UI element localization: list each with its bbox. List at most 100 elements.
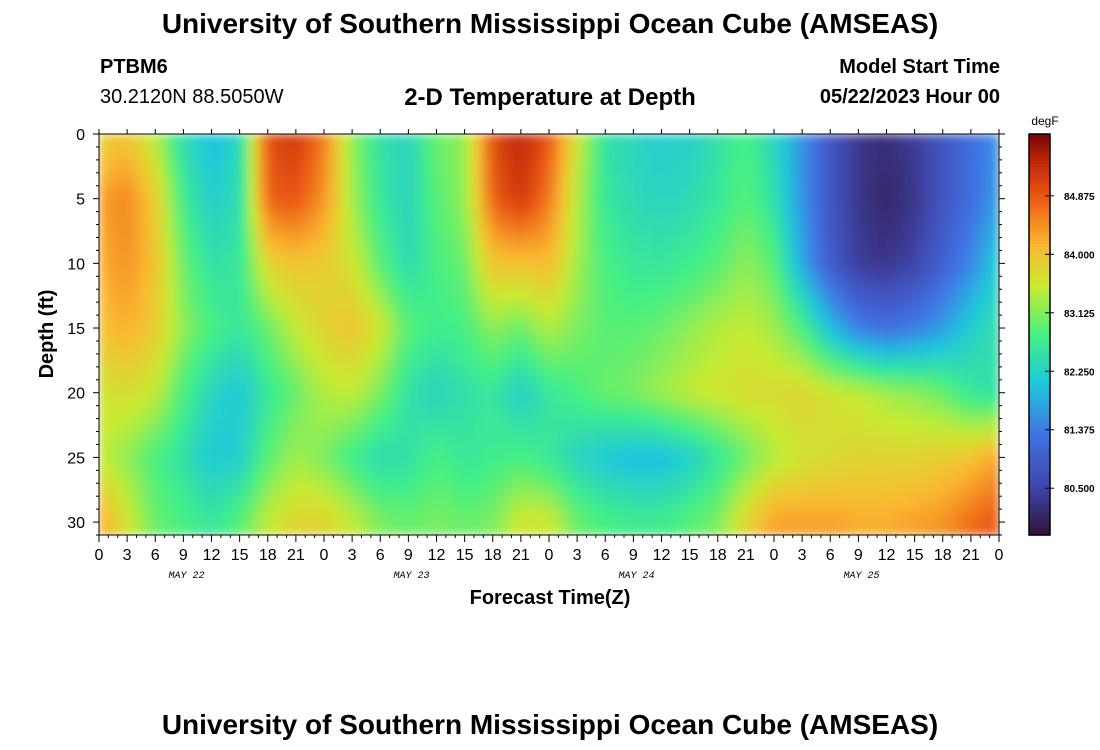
heatmap-cell bbox=[520, 470, 531, 484]
heatmap-cell bbox=[895, 250, 906, 264]
heatmap-cell bbox=[895, 237, 906, 252]
heatmap-cell bbox=[183, 146, 194, 161]
heatmap-cell bbox=[699, 211, 709, 226]
colorbar-segment bbox=[1029, 511, 1050, 516]
heatmap-cell bbox=[802, 289, 813, 303]
heatmap-cell bbox=[455, 315, 466, 329]
heatmap-cell bbox=[924, 522, 934, 535]
heatmap-cell bbox=[286, 302, 297, 316]
heatmap-cell bbox=[267, 509, 278, 523]
heatmap-cell bbox=[324, 522, 334, 535]
heatmap-cell bbox=[277, 444, 288, 458]
heatmap-cell bbox=[652, 340, 663, 355]
heatmap-cell bbox=[314, 405, 325, 420]
heatmap-cell bbox=[755, 172, 766, 187]
heatmap-cell bbox=[914, 237, 925, 252]
colorbar-segment bbox=[1029, 287, 1050, 292]
heatmap-cell bbox=[295, 185, 306, 200]
heatmap-cell bbox=[895, 276, 906, 290]
heatmap-cell bbox=[980, 470, 991, 484]
heatmap-cell bbox=[492, 134, 503, 148]
heatmap-cell bbox=[230, 185, 241, 200]
heatmap-cell bbox=[380, 146, 391, 161]
heatmap-cell bbox=[267, 522, 278, 535]
heatmap-cell bbox=[539, 211, 550, 226]
heatmap-cell bbox=[745, 418, 756, 433]
heatmap-cell bbox=[849, 431, 859, 446]
heatmap-cell bbox=[680, 328, 691, 342]
heatmap-cell bbox=[164, 431, 175, 446]
colorbar-segment bbox=[1029, 264, 1050, 269]
heatmap-cell bbox=[99, 457, 109, 471]
heatmap-cell bbox=[689, 405, 700, 420]
heatmap-cell bbox=[483, 211, 494, 226]
heatmap-cell bbox=[717, 405, 728, 420]
heatmap-cell bbox=[492, 405, 503, 420]
heatmap-cell bbox=[689, 237, 700, 252]
heatmap-cell bbox=[970, 328, 981, 342]
heatmap-cell bbox=[99, 185, 109, 200]
heatmap-cell bbox=[624, 263, 634, 277]
heatmap-cell bbox=[520, 509, 531, 523]
heatmap-cell bbox=[745, 159, 756, 174]
heatmap-cell bbox=[558, 289, 569, 303]
heatmap-cell bbox=[961, 134, 972, 148]
heatmap-cell bbox=[324, 276, 334, 290]
heatmap-cell bbox=[549, 522, 559, 535]
heatmap-cell bbox=[361, 315, 372, 329]
heatmap-cell bbox=[155, 250, 166, 264]
heatmap-cell bbox=[736, 211, 747, 226]
station-coordinates: 30.2120N 88.5050W bbox=[100, 86, 284, 108]
heatmap-cell bbox=[774, 444, 784, 458]
heatmap-cell bbox=[549, 496, 559, 510]
heatmap-cell bbox=[399, 379, 409, 394]
heatmap-cell bbox=[136, 328, 147, 342]
heatmap-cell bbox=[558, 198, 569, 213]
heatmap-cell bbox=[802, 237, 813, 252]
heatmap-cell bbox=[389, 431, 400, 446]
heatmap-cell bbox=[858, 483, 869, 497]
heatmap-cell bbox=[558, 405, 569, 420]
heatmap-cell bbox=[624, 289, 634, 303]
heatmap-cell bbox=[333, 146, 344, 161]
heatmap-cell bbox=[792, 302, 803, 316]
heatmap-cell bbox=[492, 224, 503, 239]
heatmap-cell bbox=[595, 302, 606, 316]
heatmap-cell bbox=[520, 340, 531, 355]
heatmap-cell bbox=[820, 237, 831, 252]
heatmap-cell bbox=[324, 302, 334, 316]
heatmap-cell bbox=[192, 211, 203, 226]
heatmap-cell bbox=[155, 211, 166, 226]
heatmap-cell bbox=[652, 522, 663, 535]
heatmap-cell bbox=[783, 496, 794, 510]
heatmap-cell bbox=[933, 276, 944, 290]
heatmap-cell bbox=[811, 431, 822, 446]
heatmap-cell bbox=[474, 457, 484, 471]
heatmap-cell bbox=[727, 353, 738, 368]
heatmap-cell bbox=[745, 340, 756, 355]
heatmap-cell bbox=[211, 353, 222, 368]
heatmap-cell bbox=[539, 457, 550, 471]
heatmap-cell bbox=[820, 405, 831, 420]
heatmap-cell bbox=[792, 444, 803, 458]
heatmap-cell bbox=[436, 496, 447, 510]
heatmap-cell bbox=[258, 263, 269, 277]
heatmap-cell bbox=[549, 405, 559, 420]
heatmap-cell bbox=[905, 302, 916, 316]
heatmap-cell bbox=[877, 289, 888, 303]
x-tick-label: 0 bbox=[770, 547, 779, 564]
heatmap-cell bbox=[595, 198, 606, 213]
heatmap-cell bbox=[858, 211, 869, 226]
heatmap-cell bbox=[764, 392, 775, 407]
heatmap-cell bbox=[652, 509, 663, 523]
heatmap-cell bbox=[736, 379, 747, 394]
heatmap-cell bbox=[174, 134, 184, 148]
heatmap-cell bbox=[108, 379, 119, 394]
heatmap-cell bbox=[483, 263, 494, 277]
heatmap-cell bbox=[511, 379, 522, 394]
heatmap-cell bbox=[295, 315, 306, 329]
heatmap-cell bbox=[145, 224, 156, 239]
heatmap-cell bbox=[952, 392, 963, 407]
heatmap-cell bbox=[136, 509, 147, 523]
heatmap-cell bbox=[774, 224, 784, 239]
